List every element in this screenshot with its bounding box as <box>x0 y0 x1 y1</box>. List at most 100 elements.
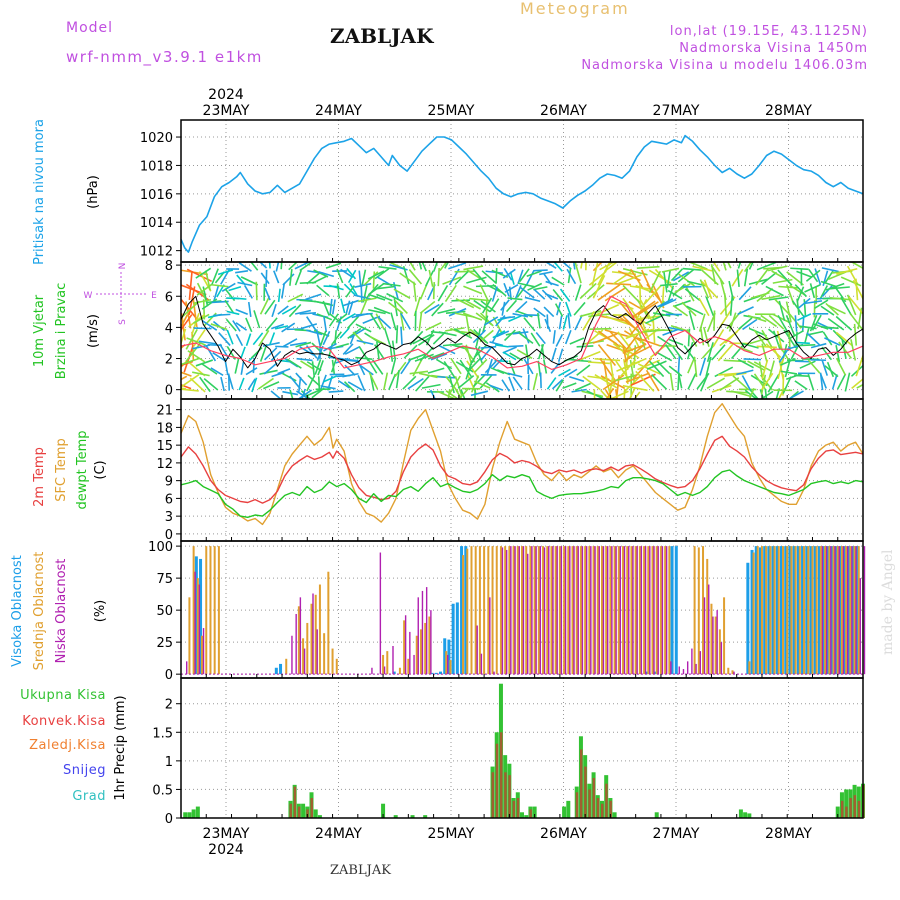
wind-arrow <box>253 310 261 329</box>
wind-arrow <box>502 346 517 354</box>
wind-arrow <box>205 345 217 362</box>
cloud-mid-bar <box>857 546 860 675</box>
wind-arrow <box>436 390 455 399</box>
cloud-mid-bar <box>718 629 721 675</box>
wind-arrow <box>343 283 356 296</box>
wind-arrow <box>316 345 324 361</box>
cloud-low-bar <box>510 546 512 675</box>
cloud-high-bar <box>194 556 198 675</box>
wind-arrow <box>743 358 762 361</box>
precip-legend-3: Zaledj.Kisa <box>29 738 106 753</box>
wind-arrow <box>297 376 302 394</box>
wind-arrow <box>438 344 456 355</box>
wind-arrow <box>711 344 726 361</box>
cloud-high-axis-title: Visoka Oblacnost <box>10 555 25 667</box>
wind-arrow <box>728 312 737 332</box>
wind-arrow <box>368 308 386 315</box>
wind-arrow <box>237 281 253 287</box>
wind-arrow <box>579 350 601 361</box>
wind-arrow <box>537 312 541 329</box>
cloud-mid-bar <box>588 546 591 675</box>
wind-arrow <box>282 372 297 382</box>
cloud-mid-bar <box>824 546 827 675</box>
y-tick-label: 18 <box>156 421 173 436</box>
wind-arrow <box>181 300 200 318</box>
wind-arrow <box>233 297 247 300</box>
wind-arrow <box>788 390 804 399</box>
wind-arrow <box>796 270 813 278</box>
wind-arrow <box>524 296 541 303</box>
wind-arrow <box>479 374 493 389</box>
wind-arrow <box>192 371 210 377</box>
wind-arrow <box>677 372 683 389</box>
wind-arrow <box>705 296 715 317</box>
wind-arrow <box>255 281 258 301</box>
wind-arrow <box>853 323 858 346</box>
wind-arrow <box>519 268 530 282</box>
wind-arrow <box>656 298 674 308</box>
wind-arrow <box>252 332 264 346</box>
wind-arrow <box>646 360 667 371</box>
y-tick-label: 2 <box>165 698 173 713</box>
wind-arrow <box>466 360 480 379</box>
wind-arrow <box>811 314 822 331</box>
cloud-low-bar <box>316 629 318 675</box>
cloud-low-bar <box>733 671 735 675</box>
cloud-mid-bar <box>327 571 330 675</box>
wind-arrow <box>516 349 533 359</box>
cloud-low-bar <box>716 610 718 675</box>
wind-arrow <box>622 343 647 354</box>
wind-arrow <box>719 377 740 391</box>
temp-2m-line <box>180 435 864 504</box>
wind-arrow <box>561 262 572 270</box>
precip-convective-bar <box>491 772 495 818</box>
wind-arrow <box>622 384 648 392</box>
wind-arrow <box>821 326 839 330</box>
wind-arrow <box>656 351 673 362</box>
wind-arrow <box>516 284 528 298</box>
wind-arrow <box>181 374 200 388</box>
wind-arrow <box>294 309 311 315</box>
cloud-mid-axis-title: Srednja Oblacnost <box>32 552 47 671</box>
wind-arrow <box>604 329 630 338</box>
wind-arrow <box>483 316 499 326</box>
wind-arrow <box>593 389 596 399</box>
wind-arrow <box>852 279 863 300</box>
wind-arrow <box>437 267 440 287</box>
wind-arrow <box>604 286 627 302</box>
cloud-high-bar <box>817 546 821 675</box>
wind-arrow <box>681 301 697 317</box>
wind-arrow <box>501 301 506 316</box>
wind-arrow <box>627 344 653 359</box>
cloud-low-bar <box>712 616 714 675</box>
cloud-high-bar <box>826 546 830 675</box>
cloud-mid-bar <box>651 546 654 675</box>
wind-arrow <box>667 289 683 300</box>
precip-convective-bar <box>853 795 857 818</box>
wind-arrow <box>235 269 249 274</box>
cloud-low-bar <box>830 546 832 675</box>
wind-arrow <box>414 353 434 362</box>
cloud-mid-bar <box>638 546 641 675</box>
wind-arrow <box>489 298 500 313</box>
wind-arrow <box>520 287 535 299</box>
wind-arrow <box>567 313 571 329</box>
cloud-mid-bar <box>777 546 780 675</box>
wind-arrow <box>210 367 224 376</box>
cloud-low-bar <box>699 651 702 675</box>
wind-arrow <box>831 374 838 390</box>
wind-arrow <box>730 342 746 360</box>
wind-arrow <box>629 268 645 290</box>
wind-arrow <box>263 362 278 375</box>
wind-arrow <box>582 311 595 331</box>
cloud-low-bar <box>821 546 824 675</box>
wind-arrow <box>804 300 823 305</box>
wind-arrow <box>687 372 697 390</box>
wind-arrow <box>306 361 322 372</box>
wind-arrow <box>377 316 392 330</box>
cloud-mid-bar <box>664 546 667 675</box>
wind-arrow <box>409 370 429 375</box>
wind-arrow <box>334 330 337 346</box>
wind-arrow <box>226 310 240 316</box>
wind-arrow <box>217 269 234 276</box>
